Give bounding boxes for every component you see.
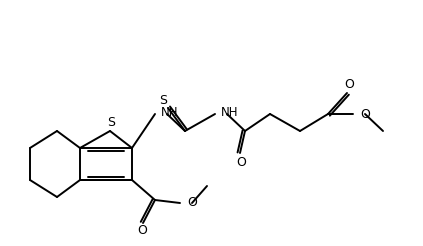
Text: O: O (187, 197, 197, 210)
Text: NH: NH (161, 107, 179, 120)
Text: S: S (107, 116, 115, 128)
Text: O: O (344, 78, 354, 92)
Text: O: O (360, 108, 370, 121)
Text: O: O (137, 225, 147, 237)
Text: S: S (159, 93, 167, 107)
Text: O: O (236, 155, 246, 169)
Text: NH: NH (221, 107, 239, 120)
